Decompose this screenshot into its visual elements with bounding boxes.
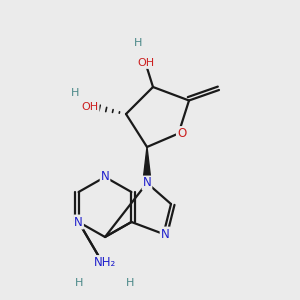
Text: N: N bbox=[74, 215, 83, 229]
Text: OH: OH bbox=[137, 58, 154, 68]
Text: H: H bbox=[75, 278, 84, 289]
Text: N: N bbox=[160, 227, 169, 241]
Text: H: H bbox=[71, 88, 79, 98]
Polygon shape bbox=[143, 147, 151, 183]
Text: NH₂: NH₂ bbox=[94, 256, 116, 269]
Text: H: H bbox=[126, 278, 135, 289]
Text: N: N bbox=[100, 170, 109, 184]
Text: OH: OH bbox=[81, 101, 99, 112]
Text: N: N bbox=[142, 176, 152, 190]
Text: H: H bbox=[134, 38, 142, 49]
Text: O: O bbox=[177, 127, 186, 140]
